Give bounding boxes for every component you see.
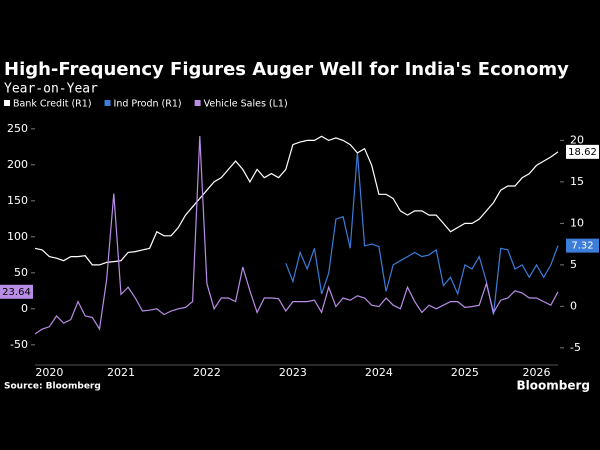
y-tick-label: 50	[14, 266, 28, 279]
y-tick-label: -50	[10, 338, 28, 351]
y-tick-label: 200	[7, 158, 28, 171]
end-label-box	[0, 284, 33, 299]
y-tick-label: 150	[7, 194, 28, 207]
legend-label: Ind Prodn (R1)	[114, 99, 182, 110]
end-label-box	[566, 238, 599, 253]
x-tick-label: 2026	[523, 366, 551, 379]
legend-label: Bank Credit (R1)	[13, 99, 92, 110]
x-tick-label: 2023	[279, 366, 307, 379]
chart-title: High-Frequency Figures Auger Well for In…	[4, 59, 569, 80]
x-tick-label: 2021	[107, 366, 135, 379]
y2-tick-label: 20	[570, 133, 584, 146]
y2-tick-label: 5	[570, 258, 577, 271]
legend-swatch	[104, 100, 111, 106]
x-tick-label: 2025	[451, 366, 479, 379]
series-line	[34, 135, 559, 266]
y2-tick-label: 10	[570, 216, 584, 229]
legend-swatch	[4, 100, 10, 106]
y-tick-label: 100	[7, 230, 28, 243]
y2-tick-label: 0	[570, 299, 577, 312]
legend-label: Vehicle Sales (L1)	[204, 99, 288, 110]
y-tick-label: 250	[7, 122, 28, 135]
series-line	[34, 135, 559, 335]
y-tick-label: 0	[21, 302, 28, 315]
end-label: 23.64	[2, 287, 31, 298]
x-tick-label: 2022	[193, 366, 221, 379]
x-tick-label: 2020	[35, 366, 63, 379]
legend-swatch	[194, 100, 201, 106]
series-line	[285, 151, 559, 315]
x-tick-label: 2024	[365, 366, 393, 379]
end-label-box	[566, 144, 599, 159]
logo: Bloomberg	[517, 379, 591, 393]
y2-tick-label: 15	[570, 175, 584, 188]
end-label: 18.62	[568, 147, 597, 158]
end-label: 7.32	[571, 241, 593, 252]
y2-tick-label: -5	[570, 341, 581, 354]
chart-subtitle: Year-on-Year	[4, 82, 98, 97]
source: Source: Bloomberg	[4, 382, 101, 392]
